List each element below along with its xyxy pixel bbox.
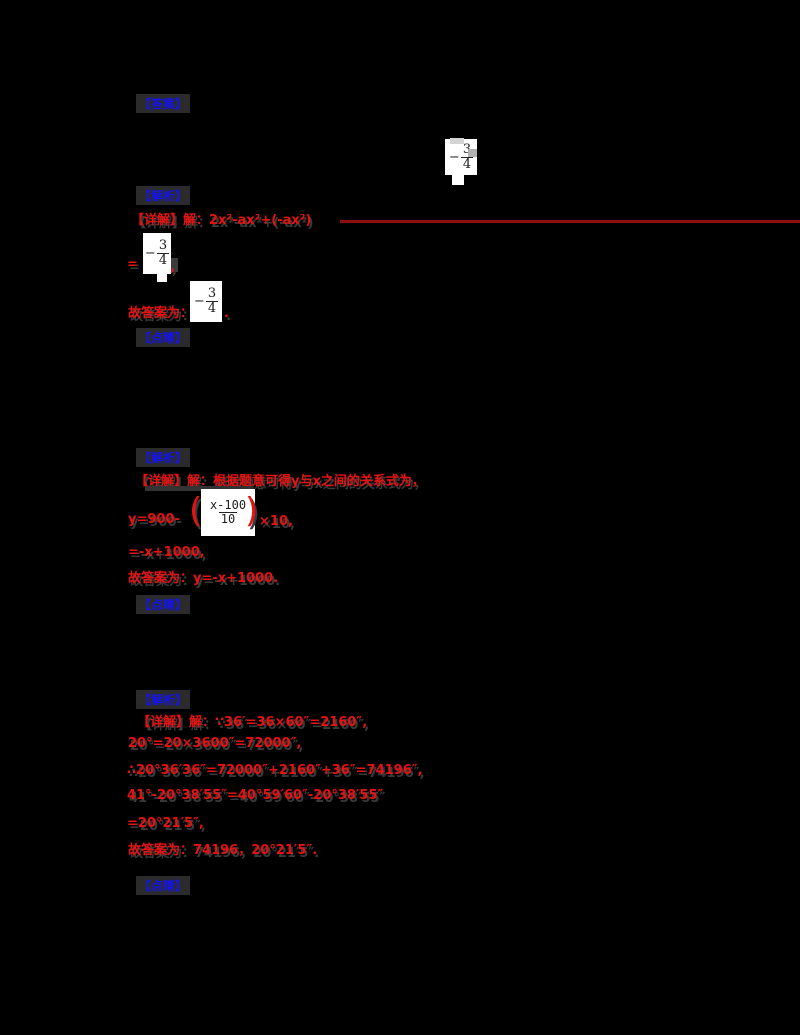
solution-step2-q2: =-x+1000, [128,545,205,560]
equals-sign-q1: = [127,257,138,272]
answer-label-q1: 【答案】 [136,94,191,113]
fraction-x-minus-100-over-10: x-100 10 [209,498,247,526]
fraction-three-quarters: 3 4 [205,286,219,316]
fraction-minus-sign: − [448,149,460,165]
solution-detail-line-q1: 【详解】解：2x²-ax²+(-ax²) [131,213,312,228]
period-q1: . [224,306,229,321]
formula-suffix-q2: ×10, [259,514,293,529]
fraction-three-quarters: 3 4 [460,141,474,172]
equation-render-artifact [468,149,477,157]
analysis-label-q3: 【解析】 [136,690,191,709]
solution-line-q3-3: ∴20°36′36″=72000″+2160″+36″=74196″, [127,763,423,778]
highlight-artifact [145,486,253,491]
equation-image-conclusion-fraction-q1: − 3 4 [190,281,222,322]
solution-line-q3-4: 41°-20°38′55″=40°59′60″-20°38′55″ [127,788,384,803]
tip-label-q2: 【点睛】 [136,595,191,614]
tip-label-q1: 【点睛】 [136,328,191,347]
solution-detail-line-q2: 【详解】解：根据题意可得y与x之间的关系式为， [135,474,425,489]
solution-line-q3-2: 20°=20×3600″=72000″, [128,736,302,751]
equation-image-answer-fraction-q1: − 3 4 [445,139,477,175]
equation-image-step-fraction-q1: − 3 4 [143,233,171,274]
equation-render-artifact [157,274,167,282]
equation-image-fraction-q2: x-100 10 [201,489,255,536]
tip-label-q3: 【点睛】 [136,876,191,895]
solution-line-q3-5: =20°21′5″, [127,816,204,831]
formula-prefix-q2: y=900- [128,512,180,527]
dark-red-divider-line [340,220,800,223]
fraction-three-quarters: 3 4 [156,238,170,268]
comma-q1: , [170,260,175,275]
equation-render-artifact [450,138,464,144]
analysis-label-q1: 【解析】 [136,186,191,205]
conclusion-prefix-q1: 故答案为： [128,306,194,321]
conclusion-line-q2: 故答案为：y=-x+1000. [128,571,279,586]
open-paren-q2: ( [189,491,203,531]
equation-render-artifact [452,175,464,185]
close-paren-q2: ) [245,491,259,531]
analysis-label-q2: 【解析】 [136,448,191,467]
solution-line-q3-1: 【详解】解：∵36′=36×60″=2160″, [137,715,368,730]
conclusion-line-q3: 故答案为：74196，20°21′5″. [128,843,318,858]
